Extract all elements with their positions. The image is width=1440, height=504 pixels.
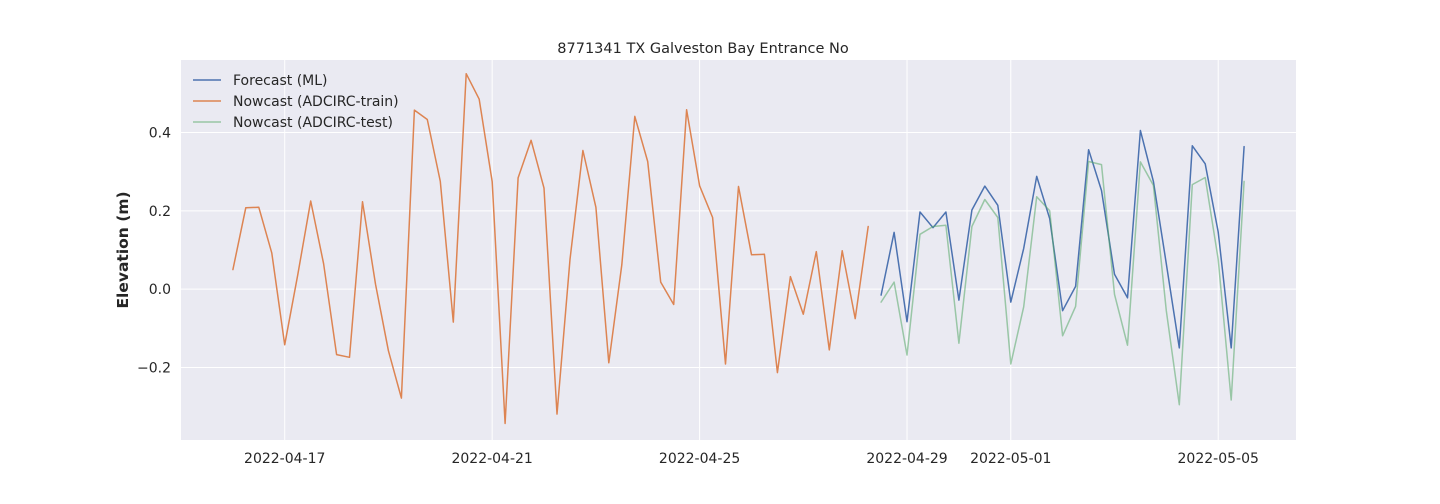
y-tick-label: 0.4 [149, 125, 171, 141]
y-tick-label: −0.2 [137, 361, 171, 377]
x-tick-label: 2022-04-21 [451, 451, 532, 467]
y-axis-label: Elevation (m) [114, 191, 132, 308]
y-tick-label: 0.2 [149, 204, 171, 220]
x-axis-ticks: 2022-04-17 2022-04-21 2022-04-25 2022-04-29… [244, 451, 1259, 467]
x-tick-label: 2022-05-05 [1178, 451, 1259, 467]
x-tick-label: 2022-04-25 [659, 451, 740, 467]
legend-label: Forecast (ML) [233, 73, 328, 89]
grid [181, 60, 1296, 440]
series-line-2 [880, 160, 1245, 406]
x-tick-label: 2022-04-17 [244, 451, 325, 467]
legend-label: Nowcast (ADCIRC-train) [233, 94, 399, 110]
y-tick-label: 0.0 [149, 282, 171, 298]
series-lines [232, 72, 1245, 425]
legend: Forecast (ML) Nowcast (ADCIRC-train) Nowca… [193, 73, 399, 131]
x-tick-label: 2022-04-29 [866, 451, 947, 467]
y-axis-ticks: −0.2 0.0 0.2 0.4 [137, 125, 171, 376]
series-line-0 [880, 129, 1245, 349]
x-tick-label: 2022-05-01 [970, 451, 1051, 467]
legend-label: Nowcast (ADCIRC-test) [233, 115, 393, 131]
series-line-1 [232, 72, 869, 425]
chart-title: 8771341 TX Galveston Bay Entrance No [557, 41, 849, 57]
